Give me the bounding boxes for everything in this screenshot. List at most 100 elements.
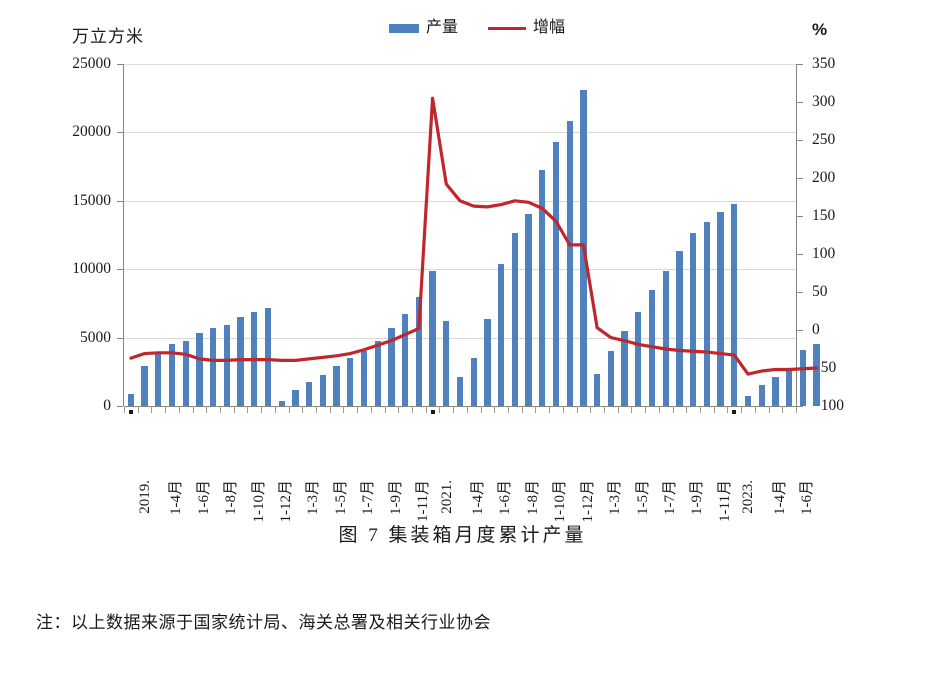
x-axis-tick	[384, 406, 386, 413]
x-axis-tick-label: 2021.	[438, 480, 455, 514]
bar	[415, 297, 422, 406]
x-axis-tick	[508, 406, 509, 413]
bar	[292, 389, 299, 406]
right-axis-tick	[797, 178, 803, 179]
bar	[347, 358, 354, 406]
right-axis-tick-label: 50	[812, 283, 828, 300]
x-axis-tick-label: 1-3月	[607, 480, 624, 515]
x-axis-tick-label: 1-12月	[579, 480, 596, 523]
right-axis-tick	[797, 140, 803, 141]
x-axis-tick	[562, 406, 564, 413]
x-axis-tick	[412, 406, 413, 413]
right-axis-tick-label: 300	[812, 93, 836, 110]
x-axis-tick-label: 1-9月	[689, 480, 706, 515]
bar	[456, 377, 464, 406]
bar	[621, 330, 628, 406]
x-axis-tick	[151, 406, 153, 413]
x-axis-tick	[549, 406, 551, 413]
legend-bar-swatch-icon	[389, 23, 419, 33]
bar	[141, 366, 148, 406]
gridline	[124, 406, 796, 407]
x-axis-tick	[686, 406, 688, 413]
right-axis-tick	[797, 292, 803, 293]
x-axis-tick	[672, 406, 674, 413]
x-axis-tick-label: 1-7月	[360, 480, 377, 515]
x-axis-tick	[754, 406, 756, 413]
x-axis-tick	[343, 406, 345, 413]
right-axis-unit-label: %	[812, 20, 828, 39]
x-axis-tick	[576, 406, 578, 413]
legend-label-growth: 增幅	[533, 19, 566, 36]
bar-series-output	[124, 64, 820, 406]
x-axis-tick-label: 1-3月	[305, 480, 322, 515]
legend-line-swatch-icon	[488, 26, 527, 30]
x-axis-tick-labels: 2019. 1-4月 1-6月 1-8月 1-10月 1-12月 1-3月 1-5月 1-7月 1…	[124, 410, 815, 523]
x-axis-tick	[480, 406, 482, 413]
x-axis-tick	[206, 406, 208, 413]
bar	[566, 121, 573, 406]
legend-item-output: 产量	[389, 20, 458, 36]
right-axis-tick-label: 250	[812, 131, 836, 148]
bar	[388, 328, 395, 406]
bar	[813, 344, 820, 406]
bar	[648, 290, 656, 406]
bar	[689, 232, 697, 406]
left-axis-tick	[117, 132, 123, 134]
x-axis-tick	[316, 406, 317, 413]
x-axis-tick-label: 1-12月	[278, 480, 294, 523]
bar	[703, 222, 710, 406]
left-axis-tick-label: 15000	[72, 191, 111, 209]
x-axis-tick	[658, 406, 660, 413]
x-axis-tick-label: 1-5月	[332, 480, 349, 515]
bar	[429, 271, 436, 406]
x-axis-tick-label: 1-9月	[387, 480, 404, 515]
left-axis-tick-label: 20000	[72, 123, 111, 141]
x-axis-tick	[137, 406, 139, 413]
x-axis-tick-label: 1-4月	[470, 480, 486, 515]
bar	[237, 317, 244, 406]
left-axis-tick-label: 25000	[72, 55, 111, 72]
x-axis-tick	[713, 406, 715, 413]
bar	[511, 232, 518, 406]
bar	[443, 321, 450, 406]
bar	[264, 307, 272, 406]
x-axis-tick-label: 1-10月	[552, 480, 569, 523]
bar	[758, 385, 765, 406]
x-axis-tick	[329, 406, 331, 413]
right-axis-tick	[797, 254, 803, 255]
x-axis-tick	[425, 406, 427, 413]
x-axis-tick-label: 1-7月	[662, 480, 678, 515]
bar	[731, 204, 738, 406]
x-axis-tick	[247, 406, 249, 413]
x-axis-tick	[357, 406, 359, 413]
x-axis-tick	[645, 406, 647, 413]
bar	[785, 368, 793, 406]
x-axis-tick	[494, 406, 496, 413]
left-axis-tick	[117, 200, 123, 202]
x-axis-tick	[727, 406, 729, 413]
bar	[525, 214, 532, 406]
x-axis-tick	[590, 406, 592, 413]
x-axis-tick	[220, 406, 221, 413]
left-axis-tick	[117, 64, 123, 65]
year-marker	[128, 410, 133, 414]
bar	[168, 343, 176, 406]
legend-label-output: 产量	[426, 19, 459, 36]
bar	[717, 212, 724, 406]
bar	[497, 264, 505, 406]
bar	[196, 332, 203, 406]
bar	[305, 382, 313, 406]
x-axis-tick-label: 1-11月	[716, 480, 733, 522]
right-axis-tick-label: 200	[812, 169, 836, 186]
x-axis-tick-label: 2023.	[740, 480, 757, 514]
x-axis-tick-label: 1-8月	[524, 480, 541, 515]
left-axis-tick-label: 0	[103, 397, 111, 414]
bar	[662, 271, 669, 406]
x-axis-tick-label: 2019.	[136, 480, 153, 514]
bar	[127, 394, 134, 406]
bar	[470, 358, 477, 406]
bar	[676, 250, 683, 406]
right-axis-tick-label: 100	[812, 245, 836, 262]
left-axis-unit-label: 万立方米	[72, 27, 144, 46]
